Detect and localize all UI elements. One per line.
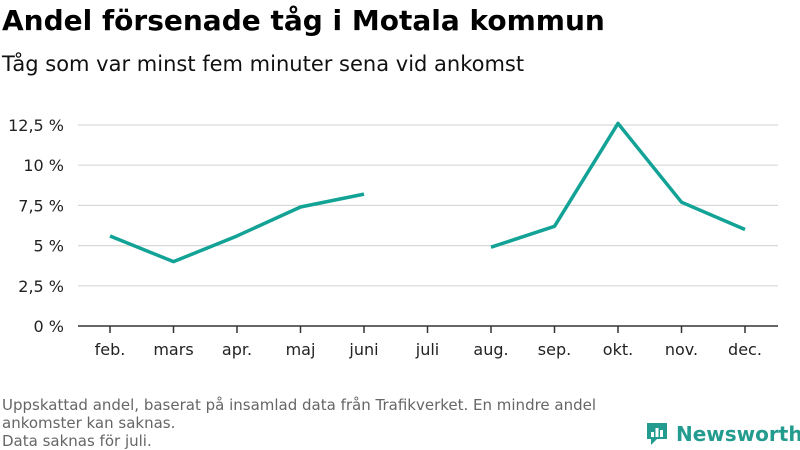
x-tick-label: sep. xyxy=(538,340,571,359)
x-tick-label: mars xyxy=(153,340,193,359)
footnote: Uppskattad andel, baserat på insamlad da… xyxy=(2,396,642,450)
x-tick-label: maj xyxy=(286,340,316,359)
y-tick-label: 0 % xyxy=(34,317,64,336)
chart-title: Andel försenade tåg i Motala kommun xyxy=(2,4,605,37)
series-line-segment-1 xyxy=(109,192,365,264)
y-tick-label: 5 % xyxy=(34,237,64,256)
y-tick-label: 2,5 % xyxy=(18,277,64,296)
x-tick-label: juni xyxy=(348,340,378,359)
x-tick-label: juli xyxy=(415,340,439,359)
x-tick-label: feb. xyxy=(95,340,126,359)
series-line-segment-2 xyxy=(490,121,746,249)
y-axis-labels: 0 % 2,5 % 5 % 7,5 % 10 % 12,5 % xyxy=(8,116,64,336)
newsworthy-logo-icon xyxy=(647,423,667,445)
x-axis: feb. mars apr. maj juni juli aug. sep. okt. nov. d… xyxy=(78,325,778,359)
brand-logo: Newsworthy xyxy=(644,420,800,448)
x-tick-label: nov. xyxy=(665,340,698,359)
chart-subtitle: Tåg som var minst fem minuter sena vid a… xyxy=(2,52,525,76)
footnote-line-1: Uppskattad andel, baserat på insamlad da… xyxy=(2,396,597,414)
x-tick-label: okt. xyxy=(603,340,633,359)
y-tick-label: 10 % xyxy=(23,156,64,175)
grid-lines xyxy=(78,124,778,287)
series-lines xyxy=(109,121,746,264)
y-tick-label: 7,5 % xyxy=(18,196,64,215)
brand-name: Newsworthy xyxy=(676,422,800,446)
y-tick-label: 12,5 % xyxy=(8,116,64,135)
x-tick-label: dec. xyxy=(728,340,762,359)
footnote-line-3: Data saknas för juli. xyxy=(2,432,152,450)
x-tick-label: apr. xyxy=(222,340,252,359)
x-tick-label: aug. xyxy=(473,340,508,359)
footnote-line-2: ankomster kan saknas. xyxy=(2,414,176,432)
